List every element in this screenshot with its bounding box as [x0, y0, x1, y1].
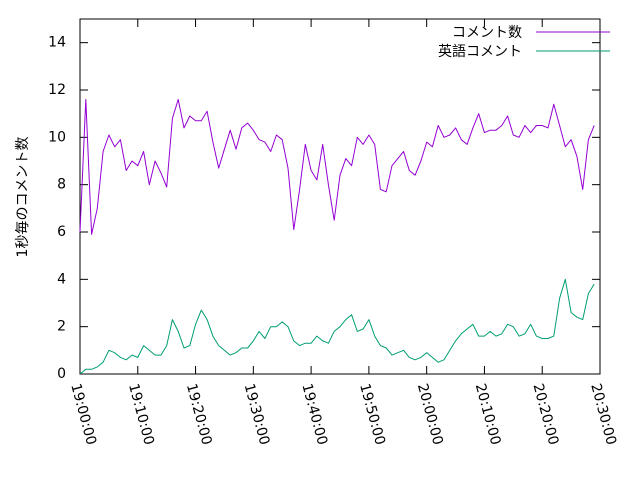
- y-axis-label: 1秒毎のコメント数: [15, 137, 31, 258]
- legend: コメント数 英語コメント: [438, 25, 610, 60]
- legend-label-english-comments: 英語コメント: [438, 43, 522, 60]
- x-tick-label: 19:50:00: [356, 382, 388, 447]
- y-tick-label: 0: [57, 366, 66, 382]
- y-tick-label: 6: [57, 224, 66, 240]
- y-axis: 0 2 4 6 8 10 12 14: [48, 35, 600, 382]
- y-tick-label: 2: [57, 319, 66, 335]
- x-tick-label: 19:40:00: [298, 382, 330, 447]
- x-axis: 19:00:00 19:10:00 19:20:00 19:30:00 19:40:00…: [67, 19, 619, 447]
- plot-frame: [79, 18, 601, 375]
- legend-label-comments: コメント数: [452, 25, 522, 41]
- series-line-comments: [79, 99, 595, 235]
- y-tick-label: 8: [57, 177, 66, 193]
- x-tick-label: 19:00:00: [67, 382, 99, 447]
- y-tick-label: 10: [48, 129, 66, 145]
- y-tick-label: 14: [48, 35, 66, 51]
- x-tick-label: 20:20:00: [529, 382, 561, 447]
- y-tick-label: 12: [48, 82, 66, 98]
- series-line-english-comments: [79, 278, 595, 375]
- y-tick-label: 4: [57, 271, 66, 287]
- series-layer: [79, 99, 595, 375]
- x-tick-label: 20:10:00: [472, 382, 504, 447]
- x-tick-label: 19:10:00: [125, 382, 157, 447]
- x-tick-label: 20:00:00: [414, 382, 446, 447]
- x-tick-label: 19:20:00: [183, 382, 215, 447]
- x-tick-label: 19:30:00: [241, 382, 273, 447]
- x-tick-label: 20:30:00: [587, 382, 619, 447]
